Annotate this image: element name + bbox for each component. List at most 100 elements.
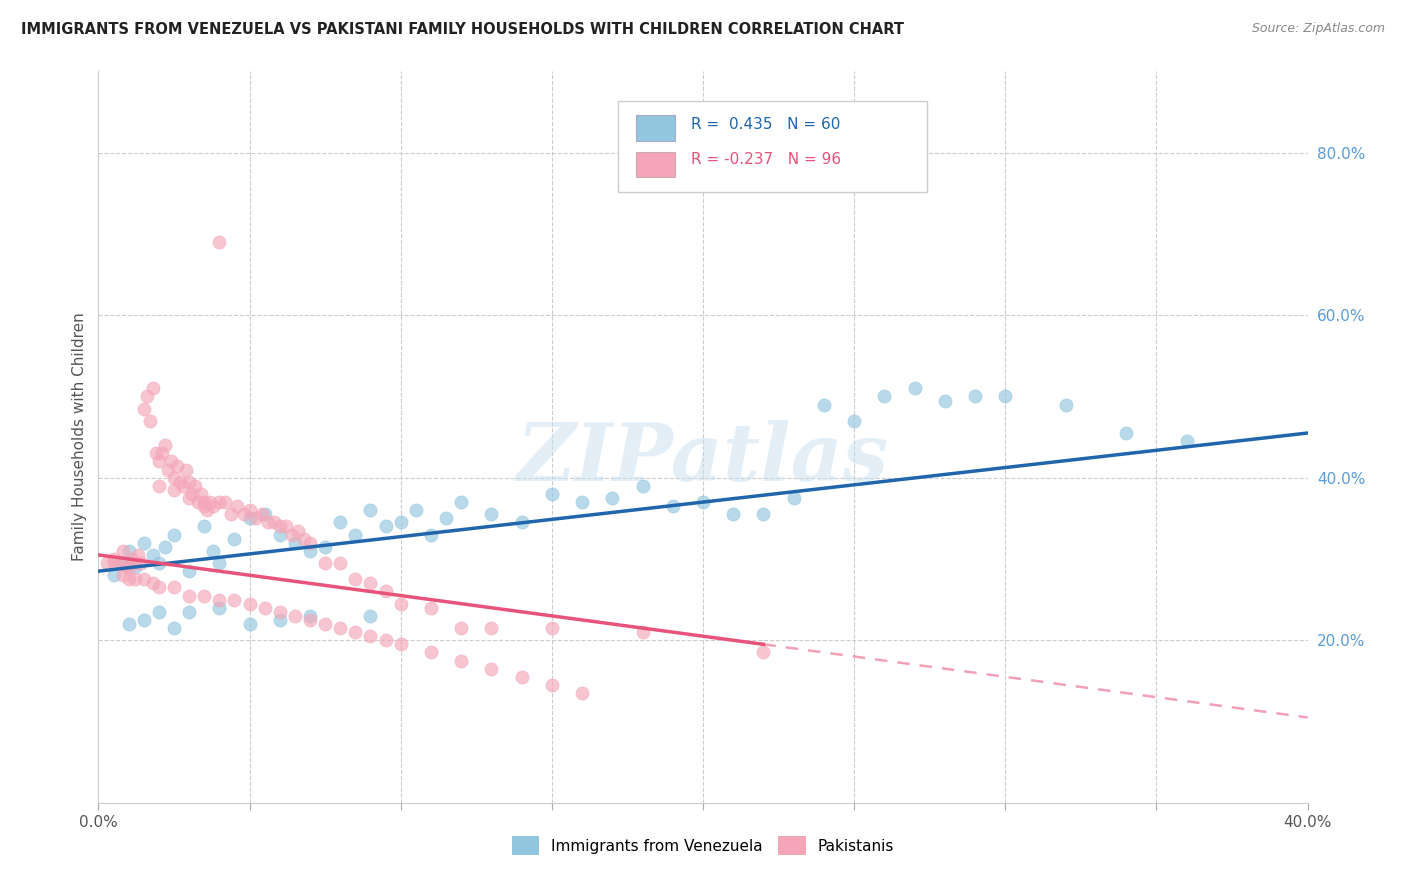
Point <box>752 508 775 522</box>
Point <box>752 645 775 659</box>
Point <box>118 617 141 632</box>
Point <box>1054 398 1077 412</box>
Point <box>374 584 396 599</box>
Point <box>208 556 231 570</box>
Point <box>114 560 136 574</box>
Point <box>329 556 352 570</box>
Point <box>510 516 533 530</box>
Point <box>208 600 231 615</box>
Point <box>148 605 170 619</box>
Point <box>389 516 412 530</box>
Text: ZIPatlas: ZIPatlas <box>517 420 889 498</box>
Text: Source: ZipAtlas.com: Source: ZipAtlas.com <box>1251 22 1385 36</box>
Point <box>661 499 683 513</box>
Point <box>221 508 243 522</box>
Point <box>631 479 654 493</box>
FancyBboxPatch shape <box>637 115 675 141</box>
Text: IMMIGRANTS FROM VENEZUELA VS PAKISTANI FAMILY HOUSEHOLDS WITH CHILDREN CORRELATI: IMMIGRANTS FROM VENEZUELA VS PAKISTANI F… <box>21 22 904 37</box>
Point <box>631 625 654 640</box>
Point <box>263 516 285 530</box>
Point <box>148 479 170 493</box>
Point <box>124 560 146 574</box>
Point <box>844 414 866 428</box>
Point <box>172 479 194 493</box>
Point <box>239 597 262 611</box>
Point <box>224 532 246 546</box>
Point <box>179 475 201 489</box>
Point <box>292 532 315 546</box>
Point <box>450 621 472 635</box>
Point <box>224 592 246 607</box>
Point <box>184 479 207 493</box>
Point <box>284 535 307 549</box>
Point <box>195 503 218 517</box>
Point <box>163 621 186 635</box>
Point <box>103 556 125 570</box>
Point <box>190 487 212 501</box>
Point <box>434 511 457 525</box>
Point <box>873 389 896 403</box>
Point <box>374 633 396 648</box>
Text: R =  0.435   N = 60: R = 0.435 N = 60 <box>690 118 841 132</box>
Point <box>510 670 533 684</box>
Point <box>139 414 162 428</box>
Point <box>602 491 624 505</box>
Point <box>256 516 278 530</box>
Point <box>129 556 152 570</box>
Point <box>374 519 396 533</box>
Point <box>142 381 165 395</box>
Point <box>481 508 503 522</box>
Point <box>239 617 262 632</box>
Point <box>174 462 197 476</box>
Point <box>202 544 225 558</box>
Point <box>232 508 254 522</box>
Point <box>360 608 382 623</box>
Point <box>187 495 209 509</box>
Point <box>132 401 155 416</box>
Point <box>314 556 336 570</box>
Point <box>193 499 215 513</box>
Point <box>108 556 131 570</box>
Point <box>299 544 322 558</box>
Point <box>124 556 146 570</box>
Point <box>344 625 367 640</box>
Point <box>193 519 215 533</box>
Point <box>160 454 183 468</box>
Point <box>226 499 249 513</box>
Point <box>360 629 382 643</box>
Point <box>360 503 382 517</box>
Point <box>540 621 562 635</box>
Point <box>163 471 186 485</box>
Point <box>208 592 231 607</box>
Point <box>239 511 262 525</box>
Point <box>253 508 276 522</box>
Point <box>103 568 125 582</box>
Point <box>132 535 155 549</box>
Point <box>692 495 714 509</box>
Point <box>420 600 443 615</box>
Point <box>299 608 322 623</box>
Point <box>389 597 412 611</box>
Point <box>344 572 367 586</box>
Point <box>142 576 165 591</box>
Point <box>179 605 201 619</box>
Point <box>153 438 176 452</box>
Point <box>148 556 170 570</box>
Point <box>208 495 231 509</box>
Point <box>723 508 745 522</box>
Point <box>420 645 443 659</box>
Point <box>344 527 367 541</box>
Point <box>360 576 382 591</box>
Point <box>163 581 186 595</box>
Point <box>145 446 167 460</box>
Point <box>269 605 291 619</box>
Point <box>965 389 987 403</box>
Point <box>169 475 191 489</box>
FancyBboxPatch shape <box>619 101 927 192</box>
Point <box>420 527 443 541</box>
Point <box>284 608 307 623</box>
Point <box>299 535 322 549</box>
Point <box>450 495 472 509</box>
Point <box>103 552 125 566</box>
Point <box>481 662 503 676</box>
